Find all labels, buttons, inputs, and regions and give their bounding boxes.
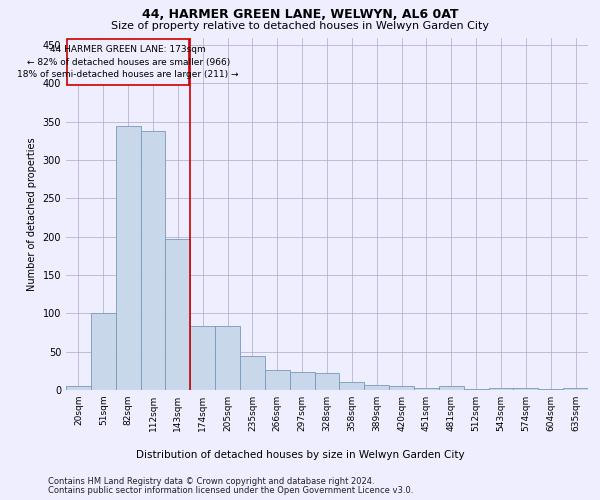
Bar <box>116 126 140 390</box>
Bar <box>66 386 91 390</box>
FancyBboxPatch shape <box>67 39 189 85</box>
Bar <box>514 388 538 390</box>
Bar <box>215 326 240 390</box>
Bar <box>265 370 290 390</box>
Bar <box>488 388 514 390</box>
Bar <box>439 386 464 390</box>
Bar <box>190 326 215 390</box>
Text: 44 HARMER GREEN LANE: 173sqm: 44 HARMER GREEN LANE: 173sqm <box>50 44 206 54</box>
Bar <box>314 373 340 390</box>
Bar <box>290 372 314 390</box>
Text: 18% of semi-detached houses are larger (211) →: 18% of semi-detached houses are larger (… <box>17 70 239 80</box>
Text: Distribution of detached houses by size in Welwyn Garden City: Distribution of detached houses by size … <box>136 450 464 460</box>
Text: Contains public sector information licensed under the Open Government Licence v3: Contains public sector information licen… <box>48 486 413 495</box>
Bar <box>389 386 414 390</box>
Bar <box>240 356 265 390</box>
Text: ← 82% of detached houses are smaller (966): ← 82% of detached houses are smaller (96… <box>26 58 230 66</box>
Bar <box>140 131 166 390</box>
Text: Size of property relative to detached houses in Welwyn Garden City: Size of property relative to detached ho… <box>111 21 489 31</box>
Bar <box>538 389 563 390</box>
Bar <box>166 239 190 390</box>
Text: Contains HM Land Registry data © Crown copyright and database right 2024.: Contains HM Land Registry data © Crown c… <box>48 477 374 486</box>
Bar <box>340 382 364 390</box>
Text: 44, HARMER GREEN LANE, WELWYN, AL6 0AT: 44, HARMER GREEN LANE, WELWYN, AL6 0AT <box>142 8 458 21</box>
Bar <box>91 314 116 390</box>
Bar <box>364 386 389 390</box>
Bar <box>414 388 439 390</box>
Bar <box>563 388 588 390</box>
Y-axis label: Number of detached properties: Number of detached properties <box>27 137 37 290</box>
Bar <box>464 389 488 390</box>
